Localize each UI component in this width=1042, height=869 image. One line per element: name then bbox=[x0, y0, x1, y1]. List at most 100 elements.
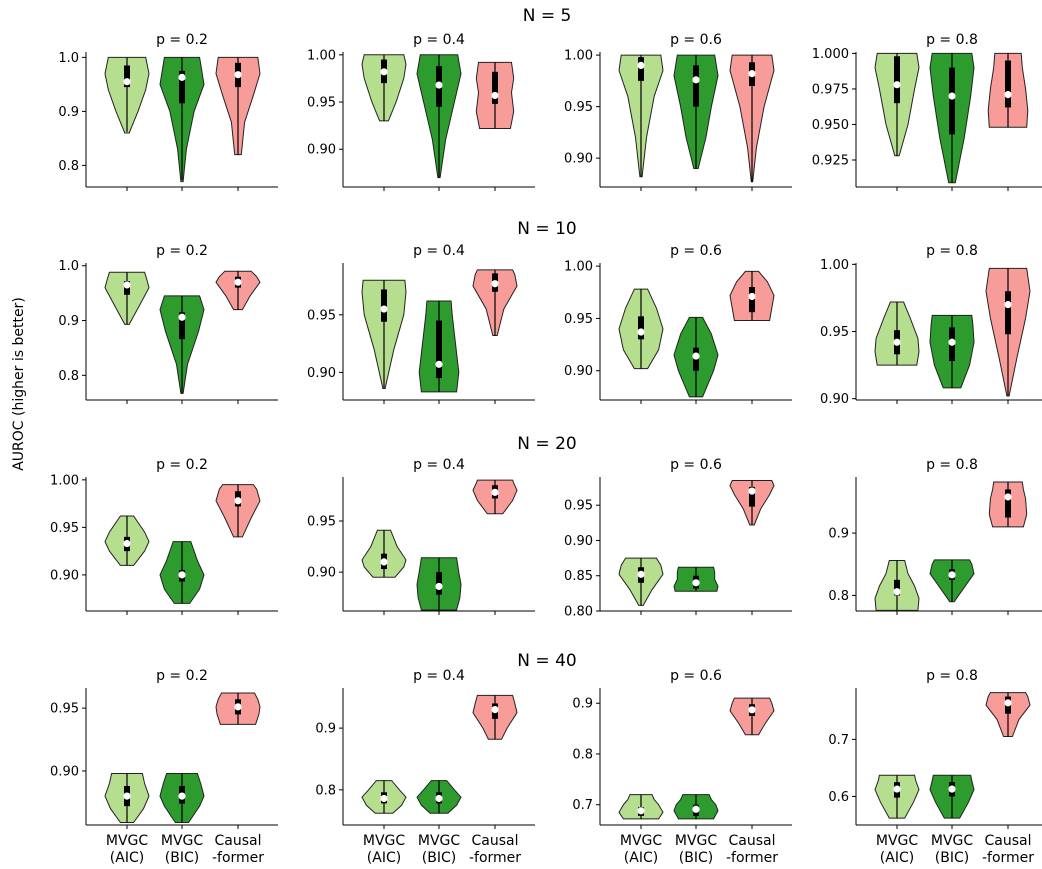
x-tick-label-line2: -former bbox=[212, 850, 264, 866]
violin-median-dot bbox=[178, 313, 186, 321]
panel-title: p = 0.2 bbox=[156, 32, 208, 48]
panel-2-3: p = 0.8 0.8 0.9 bbox=[828, 457, 1042, 615]
row-title-n5: N = 5 bbox=[523, 6, 572, 26]
y-tick-label: 0.8 bbox=[828, 589, 849, 604]
y-tick-label: 0.925 bbox=[812, 154, 849, 169]
violin-iqr-box bbox=[1005, 291, 1011, 335]
y-tick-label: 0.90 bbox=[307, 366, 336, 381]
violin-median-dot bbox=[893, 785, 901, 793]
violin-median-dot bbox=[123, 78, 131, 86]
violin-median-dot bbox=[748, 487, 756, 495]
y-tick-label: 0.95 bbox=[50, 521, 79, 536]
y-tick-label: 0.95 bbox=[307, 96, 336, 111]
panel-1-1: p = 0.4 0.90 0.95 bbox=[307, 243, 535, 404]
panel-title: p = 0.8 bbox=[926, 457, 978, 473]
y-tick-label: 0.90 bbox=[307, 143, 336, 158]
x-tick-label-line2: (BIC) bbox=[165, 850, 199, 866]
x-tick-label-line1: MVGC bbox=[620, 833, 663, 849]
y-tick-label: 1.0 bbox=[58, 259, 79, 274]
violin-iqr-box bbox=[749, 486, 755, 507]
x-tick-label-line1: Causal bbox=[985, 833, 1032, 849]
violin-median-dot bbox=[748, 706, 756, 714]
violin-median-dot bbox=[692, 579, 700, 587]
x-tick-label-line1: Causal bbox=[729, 833, 776, 849]
x-tick-label-line2: (AIC) bbox=[880, 850, 914, 866]
panel-0-2: p = 0.6 0.90 0.95 1.00 bbox=[564, 32, 792, 191]
panel-title: p = 0.2 bbox=[156, 457, 208, 473]
panel-2-1: p = 0.4 0.90 0.95 bbox=[307, 457, 535, 615]
x-tick-label-line1: MVGC bbox=[418, 833, 461, 849]
panel-title: p = 0.2 bbox=[156, 668, 208, 684]
panel-title: p = 0.4 bbox=[413, 668, 465, 684]
violin-median-dot bbox=[893, 81, 901, 89]
violin-iqr-box bbox=[1005, 489, 1011, 518]
violin-median-dot bbox=[491, 91, 499, 100]
violin-median-dot bbox=[491, 488, 499, 496]
y-tick-label: 1.000 bbox=[812, 47, 849, 62]
violin-median-dot bbox=[948, 571, 956, 579]
violin-median-dot bbox=[893, 338, 901, 346]
y-tick-label: 0.80 bbox=[564, 605, 593, 620]
violin-iqr-box bbox=[1005, 60, 1011, 108]
panel-title: p = 0.4 bbox=[413, 457, 465, 473]
row-title-n40: N = 40 bbox=[517, 651, 576, 671]
y-tick-label: 0.90 bbox=[564, 534, 593, 549]
panel-title: p = 0.8 bbox=[926, 668, 978, 684]
panel-title: p = 0.2 bbox=[156, 243, 208, 259]
x-tick-label-line1: MVGC bbox=[675, 833, 718, 849]
x-tick-label: Causal -former bbox=[469, 833, 521, 866]
panel-title: p = 0.8 bbox=[926, 32, 978, 48]
y-tick-label: 0.8 bbox=[572, 747, 593, 762]
x-tick-label: Causal -former bbox=[212, 833, 264, 866]
violin-median-dot bbox=[380, 68, 388, 76]
violin-median-dot bbox=[637, 807, 645, 815]
y-tick-label: 0.950 bbox=[812, 118, 849, 133]
x-tick-label: MVGC (BIC) bbox=[418, 833, 461, 866]
violin-median-dot bbox=[491, 280, 499, 288]
y-tick-label: 0.90 bbox=[50, 764, 79, 779]
y-tick-label: 0.95 bbox=[564, 312, 593, 327]
panel-0-0: p = 0.2 0.8 0.9 1.0 bbox=[58, 32, 278, 191]
y-tick-label: 1.00 bbox=[564, 49, 593, 64]
violin-median-dot bbox=[637, 570, 645, 578]
x-tick-label-line2: (BIC) bbox=[679, 850, 713, 866]
y-tick-label: 0.90 bbox=[564, 364, 593, 379]
violin-iqr-box bbox=[949, 67, 955, 135]
x-tick-label-line2: -former bbox=[982, 850, 1034, 866]
violin-median-dot bbox=[1004, 91, 1012, 99]
violin-median-dot bbox=[123, 539, 131, 548]
row-title-n10: N = 10 bbox=[517, 219, 576, 239]
y-tick-label: 0.85 bbox=[564, 569, 593, 584]
y-tick-label: 0.95 bbox=[564, 499, 593, 514]
violin-median-dot bbox=[435, 582, 443, 591]
x-tick-label: MVGC (BIC) bbox=[931, 833, 974, 866]
violin-median-dot bbox=[178, 792, 186, 800]
y-tick-label: 0.7 bbox=[572, 798, 593, 813]
panel-title: p = 0.6 bbox=[670, 457, 722, 473]
y-tick-label: 0.90 bbox=[564, 152, 593, 167]
y-tick-label: 0.9 bbox=[58, 105, 79, 120]
x-tick-label: Causal -former bbox=[726, 833, 778, 866]
panel-title: p = 0.6 bbox=[670, 243, 722, 259]
violin-median-dot bbox=[948, 338, 956, 346]
violin-median-dot bbox=[234, 71, 242, 79]
panel-2-0: p = 0.2 0.90 0.95 1.00 bbox=[50, 457, 278, 615]
violin-median-dot bbox=[948, 785, 956, 793]
panel-title: p = 0.8 bbox=[926, 243, 978, 259]
violin-median-dot bbox=[748, 292, 756, 301]
y-tick-label: 0.7 bbox=[828, 733, 849, 748]
x-tick-label-line2: (BIC) bbox=[422, 850, 456, 866]
x-tick-label-line2: -former bbox=[469, 850, 521, 866]
panel-0-1: p = 0.4 0.90 0.95 1.00 bbox=[307, 32, 535, 191]
violin-median-dot bbox=[637, 328, 645, 336]
x-tick-label-line2: (AIC) bbox=[624, 850, 658, 866]
violin-iqr-box bbox=[179, 70, 185, 104]
x-tick-label: MVGC (AIC) bbox=[106, 833, 149, 866]
y-tick-label: 0.95 bbox=[564, 100, 593, 115]
violin-iqr-box bbox=[492, 71, 498, 104]
y-tick-label: 0.95 bbox=[307, 514, 336, 529]
y-tick-label: 0.95 bbox=[820, 325, 849, 340]
x-tick-label-line1: Causal bbox=[472, 833, 519, 849]
